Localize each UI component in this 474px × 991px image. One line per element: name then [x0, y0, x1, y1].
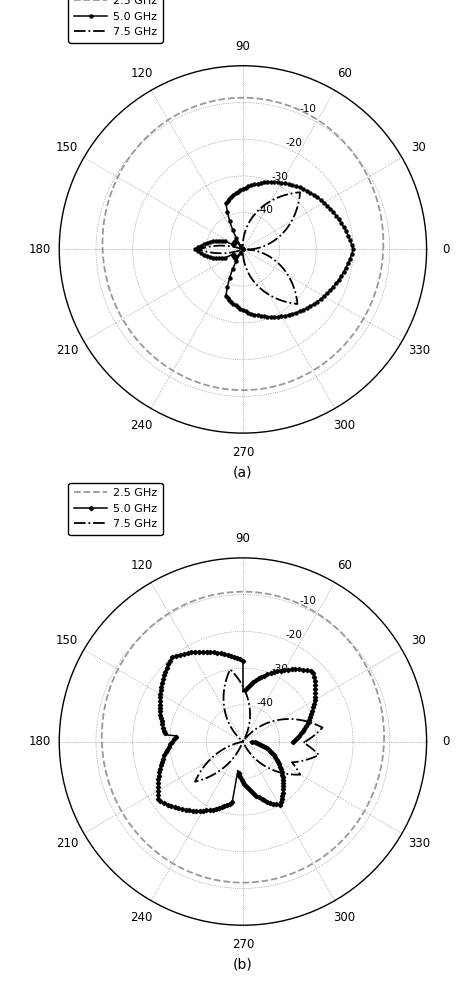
- 7.5 GHz: [297, 186, 303, 198]
- Title: (b): (b): [233, 957, 253, 971]
- Line: 2.5 GHz: 2.5 GHz: [102, 592, 384, 883]
- 7.5 GHz: [240, 244, 246, 256]
- 2.5 GHz: [212, 589, 218, 601]
- 2.5 GHz: [273, 590, 279, 602]
- 5.0 GHz: [231, 250, 237, 262]
- 2.5 GHz: [139, 833, 145, 845]
- 5.0 GHz: [232, 251, 238, 263]
- Line: 7.5 GHz: 7.5 GHz: [199, 192, 300, 304]
- 5.0 GHz: [290, 735, 295, 747]
- Legend: 2.5 GHz, 5.0 GHz, 7.5 GHz: 2.5 GHz, 5.0 GHz, 7.5 GHz: [68, 483, 163, 535]
- 2.5 GHz: [356, 815, 362, 826]
- 5.0 GHz: [247, 735, 253, 747]
- 2.5 GHz: [130, 329, 136, 341]
- 7.5 GHz: [247, 705, 253, 716]
- 7.5 GHz: [289, 276, 295, 288]
- 5.0 GHz: [350, 244, 356, 256]
- 7.5 GHz: [240, 244, 246, 256]
- 2.5 GHz: [355, 321, 361, 333]
- Line: 2.5 GHz: 2.5 GHz: [102, 98, 383, 390]
- 2.5 GHz: [274, 96, 280, 108]
- Line: 5.0 GHz: 5.0 GHz: [194, 180, 355, 318]
- 2.5 GHz: [129, 822, 135, 833]
- 5.0 GHz: [169, 651, 175, 663]
- 7.5 GHz: [302, 736, 308, 748]
- 5.0 GHz: [277, 761, 283, 773]
- 7.5 GHz: [246, 217, 252, 229]
- Legend: 2.5 GHz, 5.0 GHz, 7.5 GHz: 2.5 GHz, 5.0 GHz, 7.5 GHz: [68, 0, 163, 43]
- 7.5 GHz: [302, 735, 308, 747]
- 2.5 GHz: [118, 309, 123, 321]
- 7.5 GHz: [302, 735, 308, 747]
- Line: 7.5 GHz: 7.5 GHz: [195, 669, 322, 782]
- 2.5 GHz: [381, 244, 386, 256]
- 5.0 GHz: [172, 802, 178, 814]
- 2.5 GHz: [381, 244, 386, 256]
- 7.5 GHz: [194, 771, 200, 783]
- 5.0 GHz: [248, 735, 254, 747]
- 5.0 GHz: [224, 648, 229, 660]
- 7.5 GHz: [289, 768, 294, 780]
- 7.5 GHz: [240, 735, 246, 747]
- 5.0 GHz: [255, 177, 261, 189]
- 5.0 GHz: [240, 244, 246, 256]
- 2.5 GHz: [381, 735, 387, 747]
- 5.0 GHz: [350, 244, 356, 256]
- 7.5 GHz: [240, 244, 246, 256]
- 5.0 GHz: [230, 189, 236, 201]
- Line: 5.0 GHz: 5.0 GHz: [156, 650, 317, 813]
- 7.5 GHz: [246, 244, 252, 256]
- 2.5 GHz: [140, 341, 146, 353]
- Title: (a): (a): [233, 465, 253, 480]
- 2.5 GHz: [381, 736, 387, 748]
- 2.5 GHz: [240, 586, 246, 598]
- 5.0 GHz: [255, 674, 260, 686]
- 7.5 GHz: [202, 773, 208, 785]
- 7.5 GHz: [246, 244, 252, 256]
- 2.5 GHz: [212, 95, 218, 107]
- 2.5 GHz: [240, 92, 246, 104]
- 5.0 GHz: [161, 797, 166, 809]
- 5.0 GHz: [350, 244, 356, 256]
- 2.5 GHz: [381, 736, 387, 748]
- 5.0 GHz: [316, 295, 321, 307]
- 2.5 GHz: [361, 806, 367, 818]
- 7.5 GHz: [319, 721, 325, 733]
- 7.5 GHz: [246, 244, 252, 256]
- 7.5 GHz: [240, 244, 246, 256]
- 2.5 GHz: [381, 244, 386, 256]
- 7.5 GHz: [227, 665, 232, 677]
